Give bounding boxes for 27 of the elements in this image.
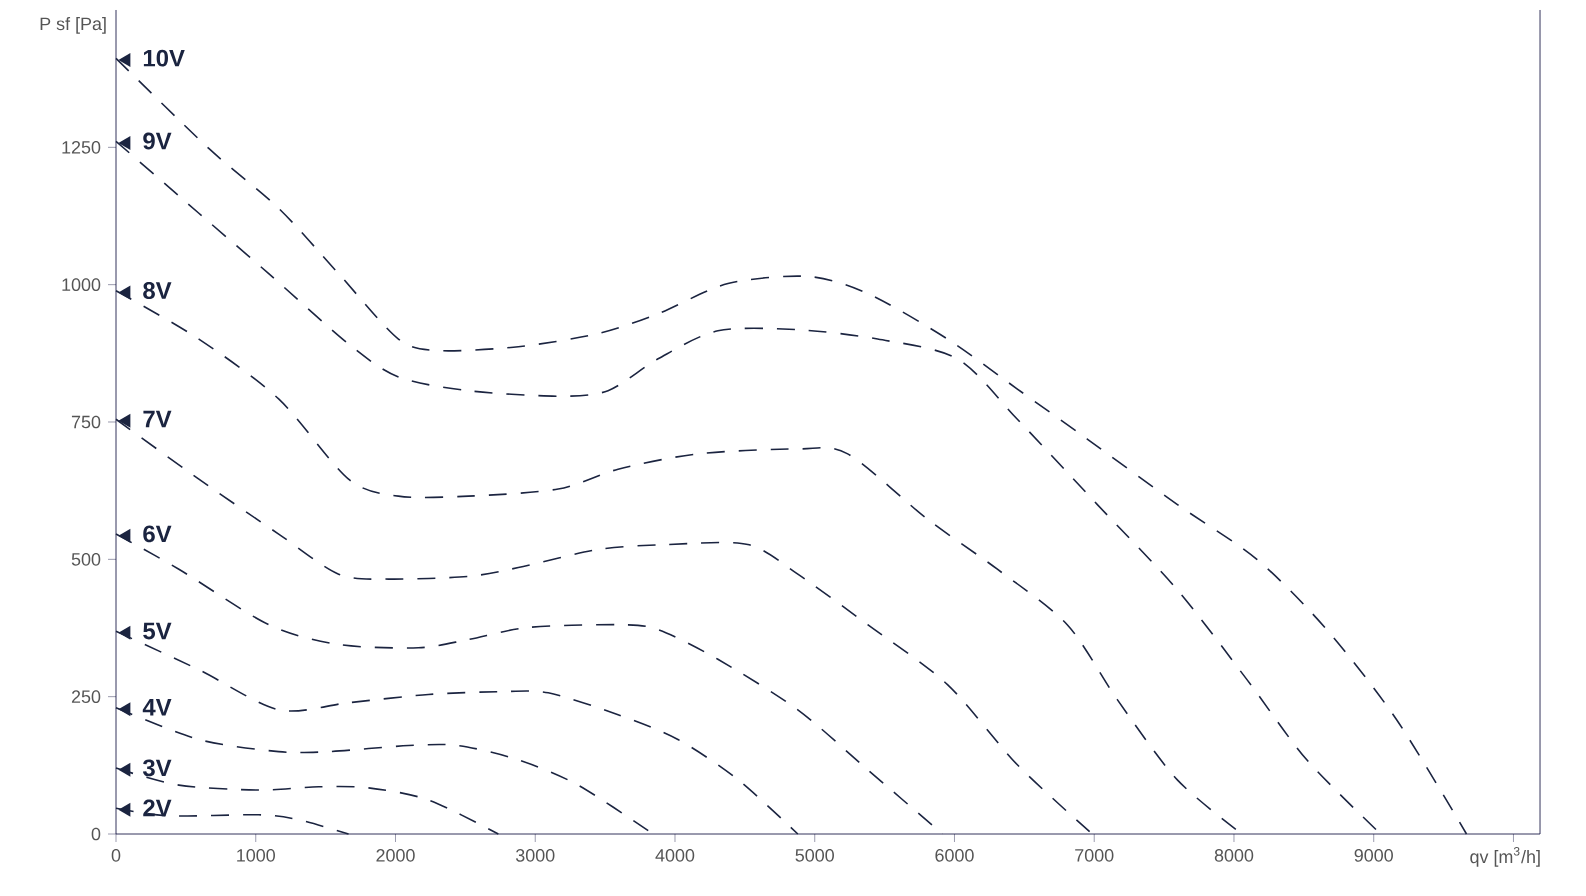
y-tick-label: 1000 — [62, 278, 101, 292]
x-tick-label: 5000 — [795, 849, 834, 862]
y-axis-title: P sf [Pa] — [40, 17, 106, 34]
x-tick-label: 9000 — [1354, 849, 1393, 862]
y-tick-label: 750 — [71, 415, 101, 429]
x-tick-label: 8000 — [1214, 849, 1254, 862]
legend-label: 4V — [142, 699, 172, 716]
y-tick-label: 250 — [71, 690, 101, 704]
y-tick-label: 500 — [71, 552, 101, 566]
y-tick-label: 0 — [91, 827, 101, 841]
legend-label: 3V — [142, 759, 172, 777]
legend-label: 6V — [143, 525, 172, 543]
x-tick-label: 6000 — [935, 849, 974, 862]
x-axis-title: qv [m$^{3}$/h] — [1470, 847, 1540, 867]
x-tick-label: 1000 — [237, 849, 275, 862]
x-tick-label: 7000 — [1075, 849, 1114, 862]
legend-label: 8V — [143, 282, 172, 299]
legend-label: 10V — [143, 49, 185, 67]
legend-label: 7V — [143, 410, 172, 428]
x-tick-label: 0 — [111, 849, 121, 862]
x-tick-label: 2000 — [376, 849, 415, 862]
legend-label: 9V — [143, 132, 172, 150]
y-tick-label: 1250 — [62, 140, 101, 154]
legend-label: 5V — [143, 622, 172, 640]
legend-label: 2V — [143, 799, 172, 817]
x-tick-label: 3000 — [515, 849, 555, 862]
x-tick-label: 4000 — [655, 849, 695, 862]
